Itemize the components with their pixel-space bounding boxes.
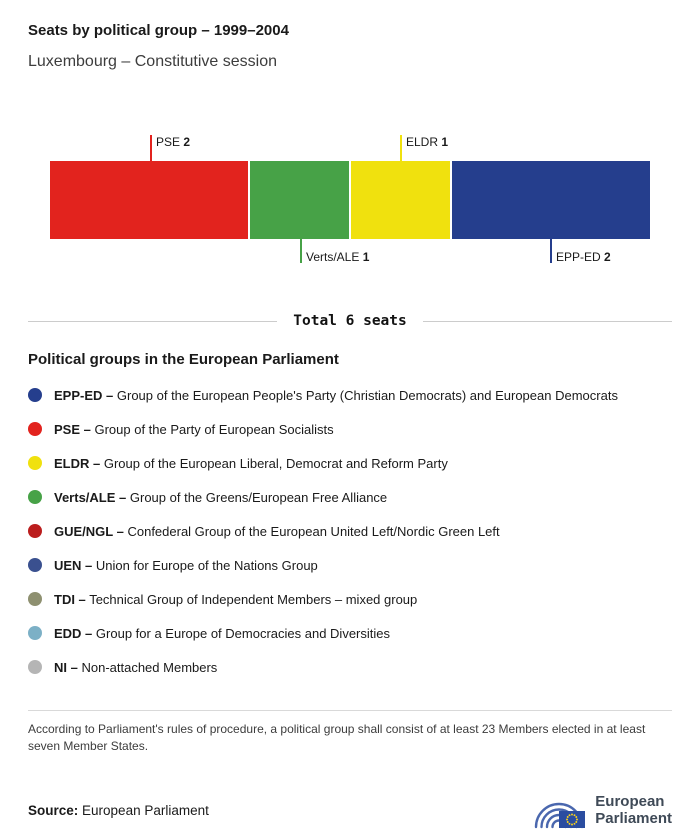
source-value: European Parliament <box>82 802 209 818</box>
source-label: Source: <box>28 802 79 818</box>
legend-abbr: Verts/ALE – <box>54 489 127 505</box>
stacked-bar <box>50 161 650 239</box>
bar-segment-epp-ed[interactable] <box>452 161 650 239</box>
legend-desc: Group of the European Liberal, Democrat … <box>103 455 448 471</box>
source-line: Source: European Parliament <box>28 803 209 818</box>
legend-abbr: ELDR – <box>54 455 101 471</box>
page-subtitle: Luxembourg – Constitutive session <box>28 53 278 70</box>
bar-label-verts-ale: Verts/ALE 1 <box>300 239 369 265</box>
rule-left <box>28 320 278 322</box>
legend-item-uen: UEN – Union for Europe of the Nations Gr… <box>28 548 672 582</box>
legend-abbr: TDI – <box>54 591 86 607</box>
group-seats: 2 <box>183 135 191 149</box>
parliament-hemicycle-icon <box>535 802 586 829</box>
footnote-divider <box>28 710 672 711</box>
legend-color-dot <box>28 660 42 674</box>
legend-desc: Union for Europe of the Nations Group <box>95 557 318 573</box>
legend-item-ni: NI – Non-attached Members <box>28 650 672 684</box>
legend-desc: Group for a Europe of Democracies and Di… <box>95 625 390 641</box>
legend-item-eldr: ELDR – Group of the European Liberal, De… <box>28 446 672 480</box>
bar-segment-pse[interactable] <box>50 161 248 239</box>
page-title: Seats by political group – 1999–2004 <box>28 22 289 39</box>
group-seats: 1 <box>362 250 370 264</box>
callout-tick <box>300 239 302 263</box>
rule-right <box>422 320 672 322</box>
legend-abbr: NI – <box>54 659 78 675</box>
bar-label-epp-ed: EPP-ED 2 <box>550 239 611 265</box>
group-name: Verts/ALE <box>306 250 360 264</box>
legend-item-verts-ale: Verts/ALE – Group of the Greens/European… <box>28 480 672 514</box>
legend-heading: Political groups in the European Parliam… <box>28 351 339 368</box>
bar-segment-verts-ale[interactable] <box>250 161 349 239</box>
group-name: ELDR <box>406 135 439 149</box>
legend-color-dot <box>28 524 42 538</box>
group-name: EPP-ED <box>556 250 601 264</box>
legend-item-tdi: TDI – Technical Group of Independent Mem… <box>28 582 672 616</box>
footer: Source: European Parliament <box>28 789 672 831</box>
bar-segment-eldr[interactable] <box>351 161 450 239</box>
legend-desc: Technical Group of Independent Members –… <box>89 591 418 607</box>
legend-abbr: UEN – <box>54 557 93 573</box>
bar-label-eldr: ELDR 1 <box>400 135 448 161</box>
legend-desc: Group of the Party of European Socialist… <box>94 421 334 437</box>
logo-wordmark: European Parliament <box>595 793 672 827</box>
legend-color-dot <box>28 490 42 504</box>
legend-desc: Group of the Greens/European Free Allian… <box>129 489 388 505</box>
callout-tick <box>400 135 402 161</box>
footnote: According to Parliament's rules of proce… <box>28 722 646 753</box>
logo-line2: Parliament <box>595 810 672 827</box>
legend-abbr: GUE/NGL – <box>54 523 124 539</box>
legend-color-dot <box>28 388 42 402</box>
callout-tick <box>550 239 552 263</box>
legend-color-dot <box>28 456 42 470</box>
total-seats-row: Total 6 seats <box>28 313 672 329</box>
legend-desc: Group of the European People's Party (Ch… <box>116 387 618 403</box>
group-seats: 2 <box>604 250 611 264</box>
legend-color-dot <box>28 626 42 640</box>
legend-item-gue-ngl: GUE/NGL – Confederal Group of the Europe… <box>28 514 672 548</box>
legend-desc: Confederal Group of the European United … <box>127 523 500 539</box>
legend-item-pse: PSE – Group of the Party of European Soc… <box>28 412 672 446</box>
total-seats-label: Total 6 seats <box>293 313 407 329</box>
legend-color-dot <box>28 558 42 572</box>
legend-abbr: EDD – <box>54 625 93 641</box>
european-parliament-logo: European Parliament <box>531 789 672 831</box>
bar-label-pse: PSE 2 <box>150 135 190 161</box>
callout-tick <box>150 135 152 161</box>
logo-line1: European <box>595 793 665 810</box>
group-seats: 1 <box>441 135 449 149</box>
legend-item-epp-ed: EPP-ED – Group of the European People's … <box>28 378 672 412</box>
legend-desc: Non-attached Members <box>81 659 218 675</box>
legend-abbr: PSE – <box>54 421 91 437</box>
legend-abbr: EPP-ED – <box>54 387 114 403</box>
legend-item-edd: EDD – Group for a Europe of Democracies … <box>28 616 672 650</box>
seats-bar-chart: PSE 2 ELDR 1 Verts/ALE 1 EPP-ED 2 <box>50 135 650 265</box>
legend-color-dot <box>28 592 42 606</box>
eu-flag <box>559 811 586 828</box>
legend-color-dot <box>28 422 42 436</box>
group-name: PSE <box>156 135 181 149</box>
legend: EPP-ED – Group of the European People's … <box>28 378 672 684</box>
